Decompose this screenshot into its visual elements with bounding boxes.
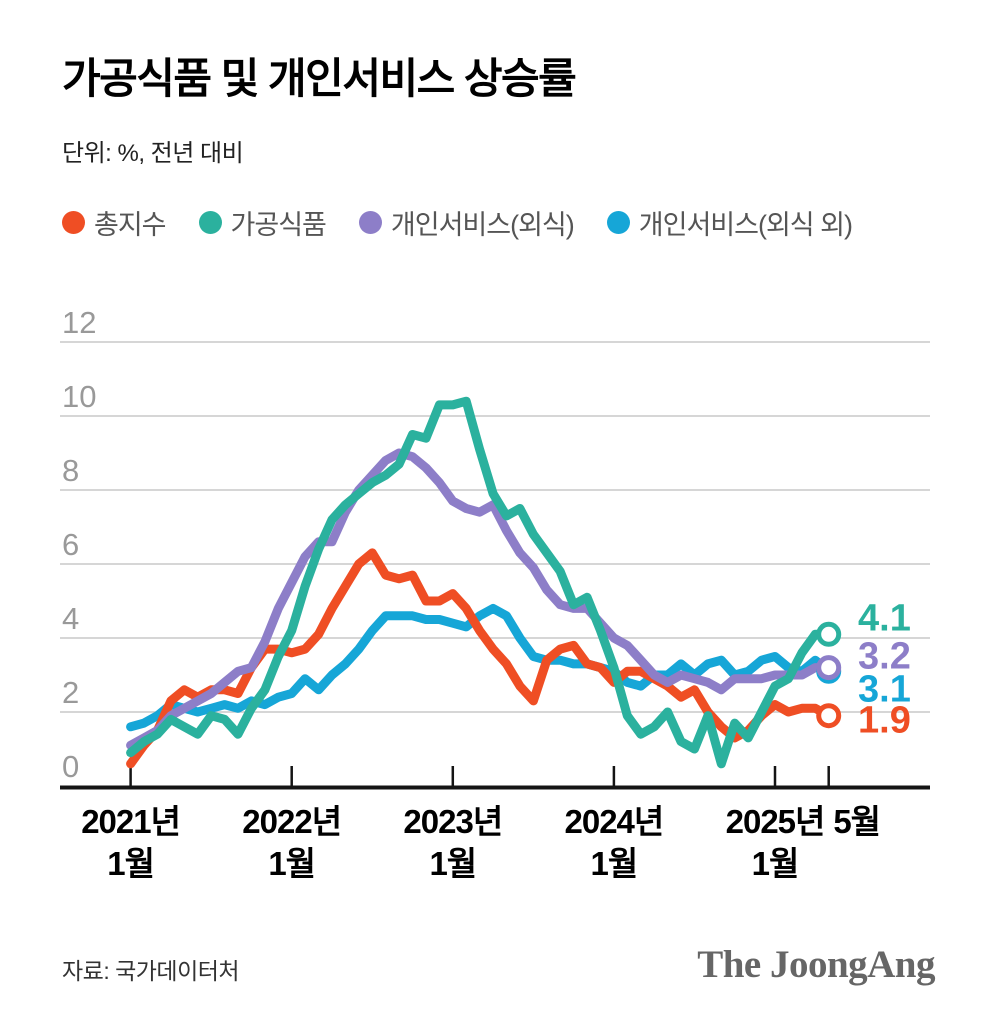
legend-item-label: 가공식품 [230,210,327,240]
x-axis-label: 2022년 [242,803,341,840]
series-line-가공식품 [126,396,834,769]
y-axis-label: 6 [62,527,79,562]
end-marker-개인서비스(외식) [816,655,842,681]
legend-item-label: 개인서비스(외식 외) [638,210,853,240]
y-axis-label: 10 [62,379,96,414]
x-axis-label: 2021년 [81,803,180,840]
legend: 총지수 가공식품 개인서비스(외식) 개인서비스(외식 외) [62,203,853,242]
legend-item-label: 개인서비스(외식) [390,210,575,240]
y-axis-label: 8 [62,453,79,488]
x-axis-label: 2025년 [726,803,825,840]
y-axis-label: 12 [62,305,96,340]
series-line-개인서비스(외식) [126,448,834,750]
end-value-label-가공식품: 4.1 [858,597,911,639]
x-axis-label: 5월 [833,803,880,840]
end-marker-가공식품 [816,621,842,647]
legend-dot-icon [198,211,222,234]
x-axis-label: 2024년 [565,803,664,840]
legend-item: 개인서비스(외식 외) [606,203,853,242]
x-axis-sublabel: 1월 [107,845,154,882]
legend-item: 총지수 [62,203,167,242]
unit-note: 단위: %, 전년 대비 [62,140,244,167]
legend-item: 개인서비스(외식) [358,203,575,242]
end-value-label-총지수: 1.9 [858,700,911,742]
y-axis-label: 0 [62,749,79,784]
legend-dot-icon [358,211,382,234]
x-axis-sublabel: 1월 [429,845,476,882]
legend-item: 가공식품 [198,203,327,242]
x-axis-sublabel: 1월 [268,845,315,882]
end-marker-총지수 [816,703,842,729]
legend-dot-icon [606,211,630,234]
x-axis-sublabel: 1월 [591,845,638,882]
joongang-logo: The JoongAng [697,943,935,986]
page-title: 가공식품 및 개인서비스 상승률 [62,55,577,102]
x-axis-label: 2023년 [403,803,502,840]
end-value-label-개인서비스(외식 외): 3.1 [858,668,911,710]
end-value-label-개인서비스(외식): 3.2 [858,636,911,678]
source-note: 자료: 국가데이터처 [62,958,240,984]
x-axis-sublabel: 1월 [752,845,799,882]
legend-item-label: 총지수 [94,210,167,240]
series-line-개인서비스(외식 외) [126,603,834,732]
legend-dot-icon [62,211,85,234]
y-axis-label: 2 [62,675,79,710]
y-axis-label: 4 [62,601,79,636]
